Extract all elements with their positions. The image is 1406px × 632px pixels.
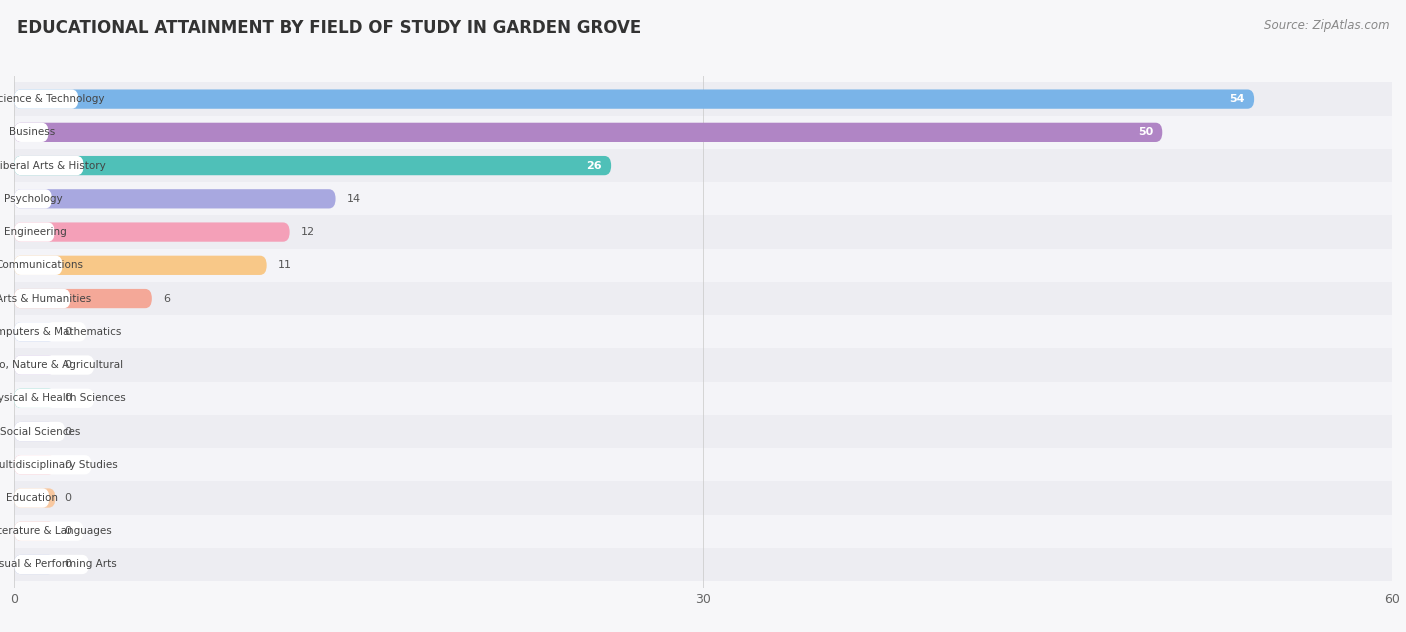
Text: Literature & Languages: Literature & Languages	[0, 526, 111, 536]
FancyBboxPatch shape	[14, 222, 290, 241]
Text: 12: 12	[301, 227, 315, 237]
FancyBboxPatch shape	[14, 389, 94, 408]
FancyBboxPatch shape	[14, 222, 55, 241]
FancyBboxPatch shape	[14, 422, 55, 441]
FancyBboxPatch shape	[0, 315, 1406, 348]
FancyBboxPatch shape	[14, 256, 62, 275]
FancyBboxPatch shape	[0, 548, 1406, 581]
Text: 0: 0	[65, 393, 72, 403]
Text: 26: 26	[586, 161, 602, 171]
Text: Source: ZipAtlas.com: Source: ZipAtlas.com	[1264, 19, 1389, 32]
Text: 0: 0	[65, 360, 72, 370]
Text: 0: 0	[65, 459, 72, 470]
FancyBboxPatch shape	[0, 216, 1406, 249]
FancyBboxPatch shape	[14, 256, 267, 275]
Text: 11: 11	[278, 260, 292, 270]
Text: 0: 0	[65, 427, 72, 437]
FancyBboxPatch shape	[0, 249, 1406, 282]
FancyBboxPatch shape	[14, 189, 52, 209]
FancyBboxPatch shape	[14, 123, 48, 142]
Text: 54: 54	[1229, 94, 1244, 104]
FancyBboxPatch shape	[0, 83, 1406, 116]
Text: Physical & Health Sciences: Physical & Health Sciences	[0, 393, 127, 403]
Text: Psychology: Psychology	[4, 194, 63, 204]
FancyBboxPatch shape	[14, 355, 94, 375]
Text: Engineering: Engineering	[4, 227, 66, 237]
Text: Social Sciences: Social Sciences	[0, 427, 80, 437]
FancyBboxPatch shape	[14, 455, 91, 475]
Text: Business: Business	[8, 128, 55, 137]
FancyBboxPatch shape	[0, 448, 1406, 482]
Text: Computers & Mathematics: Computers & Mathematics	[0, 327, 121, 337]
FancyBboxPatch shape	[14, 322, 86, 341]
Text: Education: Education	[7, 493, 59, 503]
FancyBboxPatch shape	[14, 123, 1163, 142]
Text: Bio, Nature & Agricultural: Bio, Nature & Agricultural	[0, 360, 122, 370]
FancyBboxPatch shape	[0, 482, 1406, 514]
FancyBboxPatch shape	[14, 521, 83, 541]
Text: Visual & Performing Arts: Visual & Performing Arts	[0, 559, 117, 569]
Text: 0: 0	[65, 526, 72, 536]
Text: Arts & Humanities: Arts & Humanities	[0, 293, 91, 303]
FancyBboxPatch shape	[14, 422, 65, 441]
FancyBboxPatch shape	[14, 90, 79, 109]
Text: Liberal Arts & History: Liberal Arts & History	[0, 161, 105, 171]
FancyBboxPatch shape	[14, 189, 336, 209]
FancyBboxPatch shape	[0, 348, 1406, 382]
FancyBboxPatch shape	[14, 389, 55, 408]
FancyBboxPatch shape	[14, 156, 83, 175]
FancyBboxPatch shape	[0, 182, 1406, 216]
FancyBboxPatch shape	[14, 555, 89, 574]
FancyBboxPatch shape	[0, 415, 1406, 448]
Text: 6: 6	[163, 293, 170, 303]
FancyBboxPatch shape	[14, 489, 49, 507]
FancyBboxPatch shape	[14, 355, 55, 375]
Text: 0: 0	[65, 559, 72, 569]
FancyBboxPatch shape	[0, 382, 1406, 415]
FancyBboxPatch shape	[14, 156, 612, 175]
Text: Multidisciplinary Studies: Multidisciplinary Studies	[0, 459, 118, 470]
FancyBboxPatch shape	[14, 555, 55, 574]
Text: 0: 0	[65, 493, 72, 503]
Text: 0: 0	[65, 327, 72, 337]
FancyBboxPatch shape	[14, 289, 70, 308]
FancyBboxPatch shape	[0, 116, 1406, 149]
FancyBboxPatch shape	[14, 289, 152, 308]
FancyBboxPatch shape	[0, 282, 1406, 315]
Text: Science & Technology: Science & Technology	[0, 94, 104, 104]
Text: EDUCATIONAL ATTAINMENT BY FIELD OF STUDY IN GARDEN GROVE: EDUCATIONAL ATTAINMENT BY FIELD OF STUDY…	[17, 19, 641, 37]
FancyBboxPatch shape	[0, 149, 1406, 182]
FancyBboxPatch shape	[0, 514, 1406, 548]
Text: 14: 14	[347, 194, 361, 204]
Text: Communications: Communications	[0, 260, 83, 270]
FancyBboxPatch shape	[14, 455, 55, 475]
FancyBboxPatch shape	[14, 322, 55, 341]
FancyBboxPatch shape	[14, 521, 55, 541]
FancyBboxPatch shape	[14, 90, 1254, 109]
Text: 50: 50	[1137, 128, 1153, 137]
FancyBboxPatch shape	[14, 489, 55, 507]
